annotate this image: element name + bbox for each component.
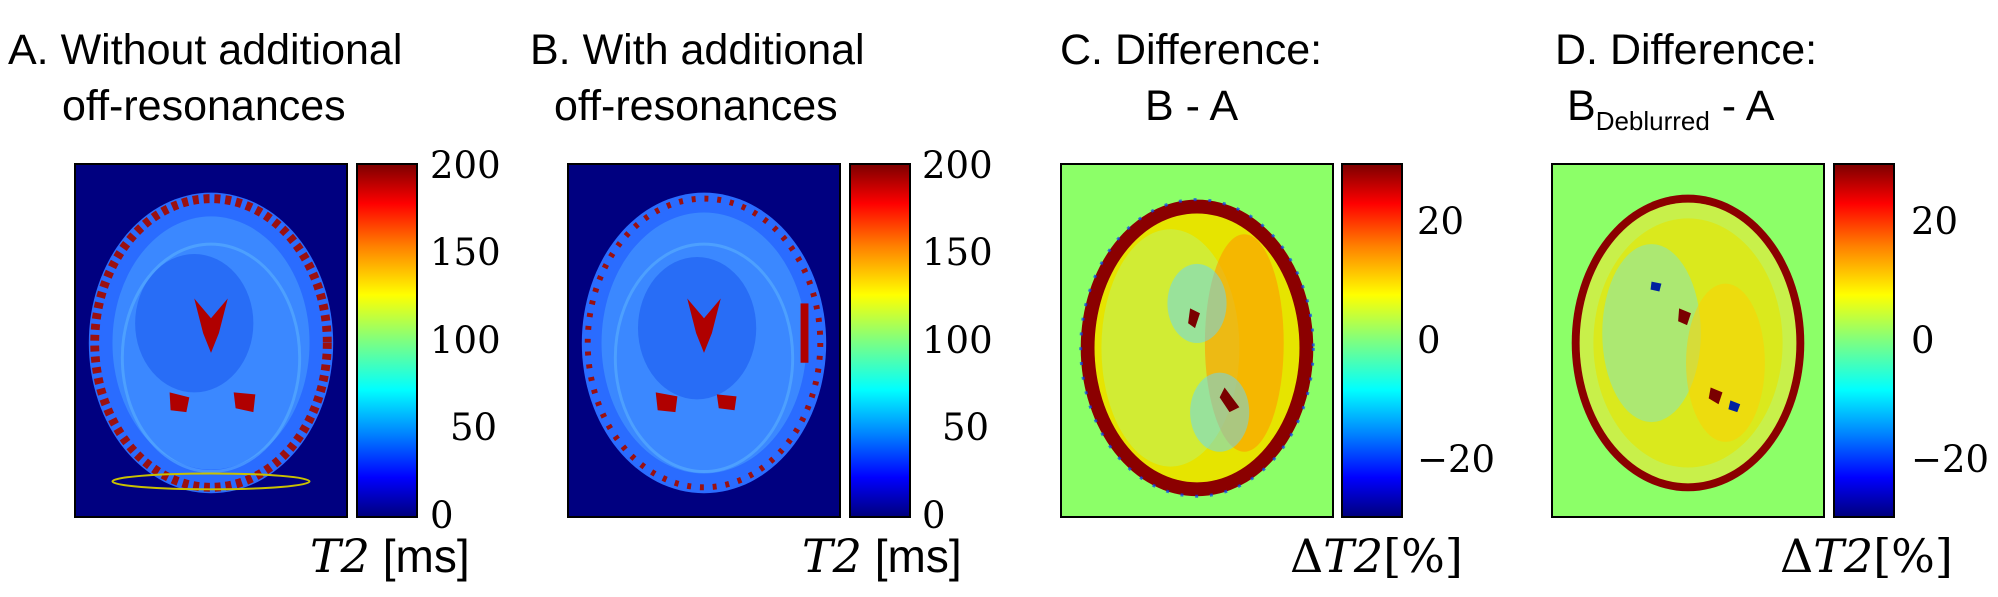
panel-a-tick: 100 xyxy=(430,319,501,362)
panel-d: D. Difference: BDeblurred - A 20 0 −20 Δ… xyxy=(1485,0,1998,597)
panel-a-title-line2: off-resonances xyxy=(62,82,346,130)
panel-d-unit-var: T2 xyxy=(1813,529,1874,583)
panel-a-tick: 200 xyxy=(430,144,501,187)
panel-c-title-line1: C. Difference: xyxy=(1060,26,1323,74)
panel-a-t2-map-image xyxy=(74,163,348,518)
panel-c-unit-delta: Δ xyxy=(1290,529,1324,583)
panel-a: A. Without additional off-resonances 200… xyxy=(0,0,501,597)
panel-d-tick: −20 xyxy=(1911,438,1990,481)
panel-d-title-line2: BDeblurred - A xyxy=(1567,80,1774,147)
panel-b-colorbar xyxy=(849,163,911,518)
panel-d-difference-map-image xyxy=(1551,163,1825,518)
panel-b-title-line1: B. With additional xyxy=(530,26,865,74)
panel-c-colorbar xyxy=(1341,163,1403,518)
panel-d-title-line1: D. Difference: xyxy=(1555,26,1818,74)
panel-d-colorbar xyxy=(1833,163,1895,518)
panel-c-difference-map-image xyxy=(1060,163,1334,518)
panel-b: B. With additional off-resonances 200 15… xyxy=(490,0,993,597)
panel-b-tick: 50 xyxy=(942,406,990,449)
panel-b-unit: T2 [ms] xyxy=(802,526,962,586)
panel-d-tick: 0 xyxy=(1911,319,1935,362)
panel-b-t2-map-image xyxy=(567,163,841,518)
panel-b-tick: 0 xyxy=(922,494,946,537)
panel-d-title-sub: Deblurred xyxy=(1595,106,1710,136)
panel-c-tick: 0 xyxy=(1417,319,1441,362)
panel-b-tick: 200 xyxy=(922,144,993,187)
panel-d-title-tail: - A xyxy=(1709,82,1775,130)
panel-b-unit-label: [ms] xyxy=(874,530,962,582)
panel-c-title-line2: B - A xyxy=(1145,82,1239,130)
panel-d-unit-delta: Δ xyxy=(1780,529,1814,583)
panel-a-unit-label: [ms] xyxy=(382,530,470,582)
panel-d-unit: ΔT2[%] xyxy=(1780,526,1953,586)
panel-b-title-line2: off-resonances xyxy=(554,82,838,130)
panel-b-unit-var: T2 xyxy=(802,529,862,583)
panel-c-unit: ΔT2[%] xyxy=(1290,526,1463,586)
panel-a-tick: 50 xyxy=(450,406,498,449)
panel-d-title-b: B xyxy=(1567,82,1596,130)
panel-a-tick: 150 xyxy=(430,231,501,274)
panel-a-title-line1: A. Without additional xyxy=(8,26,403,74)
panel-c-tick: 20 xyxy=(1417,200,1465,243)
panel-c: C. Difference: B - A 20 0 −20 ΔT2[%] xyxy=(990,0,1495,597)
panel-c-unit-label: [%] xyxy=(1383,529,1463,583)
panel-a-colorbar xyxy=(356,163,418,518)
panel-c-tick: −20 xyxy=(1417,438,1496,481)
panel-c-unit-var: T2 xyxy=(1323,529,1384,583)
panel-d-tick: 20 xyxy=(1911,200,1959,243)
panel-a-unit-var: T2 xyxy=(310,529,370,583)
panel-b-tick: 150 xyxy=(922,231,993,274)
panel-a-tick: 0 xyxy=(430,494,454,537)
panel-a-unit: T2 [ms] xyxy=(310,526,470,586)
panel-d-unit-label: [%] xyxy=(1873,529,1953,583)
panel-b-tick: 100 xyxy=(922,319,993,362)
